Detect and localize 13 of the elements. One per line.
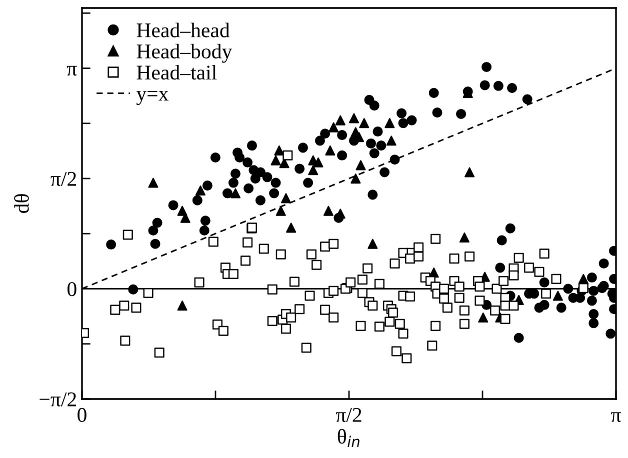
y-axis-title: dθ bbox=[14, 194, 29, 213]
x-tick-label: 0 bbox=[78, 408, 86, 422]
legend-label: Head–head bbox=[136, 22, 230, 38]
legend-label: Head–body bbox=[136, 44, 232, 63]
legend-label: Head–tail bbox=[136, 64, 217, 80]
y-tick-label: π bbox=[66, 66, 77, 76]
x-axis-title: θ$_{in}$ bbox=[338, 428, 360, 447]
y-tick-label: 0 bbox=[68, 282, 76, 296]
legend-label: y=x bbox=[136, 90, 168, 106]
x-tick-label: π bbox=[611, 412, 621, 422]
y-tick-label: −π/2 bbox=[40, 392, 76, 406]
x-tick-label: π/2 bbox=[336, 408, 362, 422]
y-tick-label: π/2 bbox=[50, 172, 76, 186]
